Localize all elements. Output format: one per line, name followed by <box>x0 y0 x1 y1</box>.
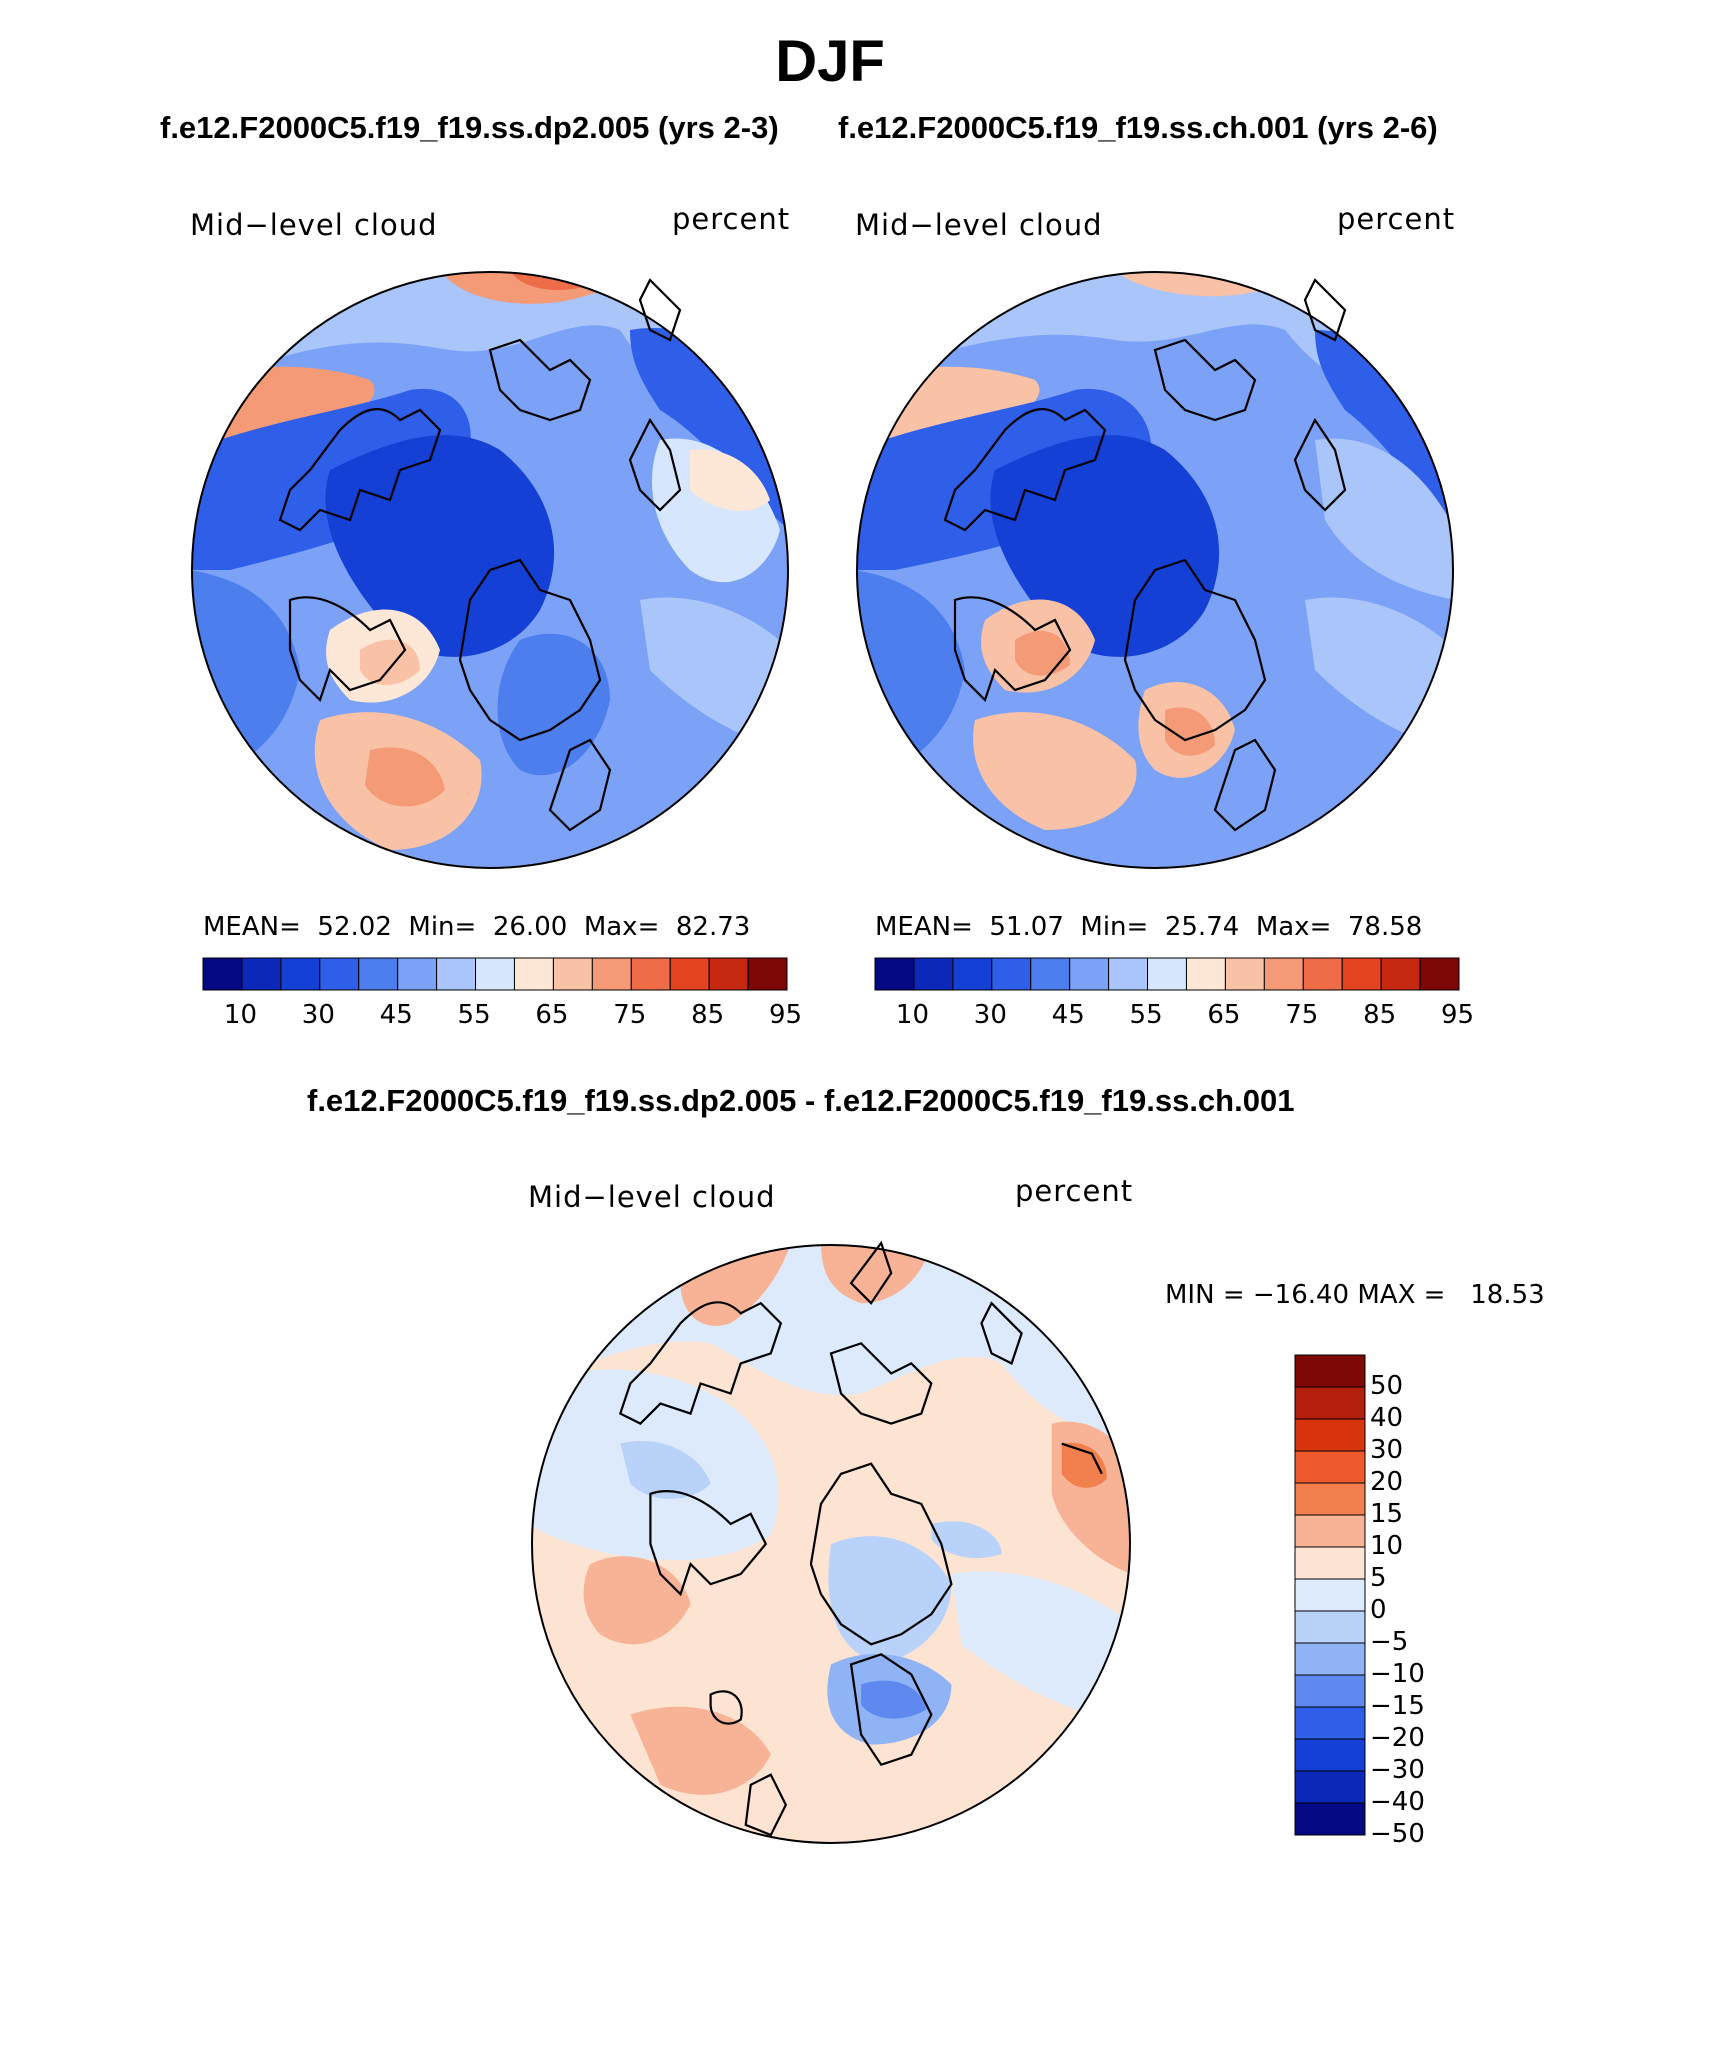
colorbar-swatch <box>552 957 593 991</box>
colorbar-tick-label: −40 <box>1370 1787 1425 1817</box>
map-panel-1 <box>191 271 789 869</box>
panel-2-units: percent <box>1337 202 1456 236</box>
colorbar-tick-label: −10 <box>1370 1659 1425 1689</box>
colorbar-swatch <box>991 957 1032 991</box>
colorbar-swatch <box>1294 1482 1366 1516</box>
colorbar-swatch <box>1185 957 1226 991</box>
panel-1-units: percent <box>672 202 791 236</box>
colorbar-tick-label: 55 <box>457 1000 491 1030</box>
colorbar-swatch <box>1224 957 1265 991</box>
colorbar-tick-label: 30 <box>301 1000 335 1030</box>
colorbar-diff-ticks: 50 40 30 20 15 10 5 0 −5 −10 −15 −20 −30 −40 −50 <box>1370 1355 1450 1849</box>
panel-2-stats: MEAN= 51.07 Min= 25.74 Max= 78.58 <box>875 912 1423 942</box>
colorbar-panel-1 <box>202 957 788 991</box>
colorbar-tick-label: 75 <box>613 1000 647 1030</box>
panel-1-case-label: f.e12.F2000C5.f19_f19.ss.dp2.005 (yrs 2-… <box>160 110 779 145</box>
colorbar-swatch <box>475 957 515 991</box>
colorbar-swatch <box>1294 1770 1366 1804</box>
colorbar-swatch <box>1419 957 1460 991</box>
colorbar-swatch <box>874 957 915 991</box>
colorbar-tick-label: 40 <box>1370 1403 1404 1433</box>
colorbar-swatch <box>952 957 993 991</box>
colorbar-swatch <box>319 957 360 991</box>
colorbar-swatch <box>1147 957 1187 991</box>
colorbar-tick-label: 45 <box>1051 1000 1085 1030</box>
page-title: DJF <box>775 29 885 94</box>
colorbar-tick-label: 0 <box>1370 1595 1387 1625</box>
panel-1-stats: MEAN= 52.02 Min= 26.00 Max= 82.73 <box>203 912 751 942</box>
colorbar-swatch <box>1294 1354 1366 1388</box>
colorbar-swatch <box>1302 957 1343 991</box>
colorbar-swatch <box>1294 1642 1366 1676</box>
colorbar-swatch <box>1069 957 1110 991</box>
colorbar-tick-label: 95 <box>1441 1000 1475 1030</box>
colorbar-swatch <box>1294 1674 1366 1708</box>
colorbar-swatch <box>913 957 954 991</box>
colorbar-tick-label: 95 <box>769 1000 803 1030</box>
colorbar-swatch <box>1294 1418 1366 1452</box>
colorbar-tick-label: 50 <box>1370 1371 1404 1401</box>
map-panel-2 <box>856 271 1454 869</box>
colorbar-swatch <box>1294 1386 1366 1420</box>
colorbar-diff <box>1294 1354 1366 1836</box>
colorbar-swatch <box>1108 957 1149 991</box>
colorbar-tick-label: −30 <box>1370 1755 1425 1785</box>
colorbar-swatch <box>1030 957 1071 991</box>
colorbar-tick-label: −5 <box>1370 1627 1409 1657</box>
colorbar-swatch <box>747 957 788 991</box>
colorbar-swatch <box>1294 1706 1366 1740</box>
panel-1-variable: Mid−level cloud <box>190 208 438 242</box>
colorbar-swatch <box>1294 1610 1366 1644</box>
colorbar-swatch <box>1294 1450 1366 1484</box>
colorbar-tick-label: 65 <box>535 1000 569 1030</box>
colorbar-swatch <box>1263 957 1304 991</box>
colorbar-swatch <box>241 957 282 991</box>
colorbar-swatch <box>1341 957 1382 991</box>
colorbar-tick-label: −50 <box>1370 1819 1425 1849</box>
colorbar-swatch <box>202 957 243 991</box>
colorbar-tick-label: 85 <box>1363 1000 1397 1030</box>
colorbar-tick-label: 10 <box>895 1000 930 1030</box>
colorbar-tick-label: 5 <box>1370 1563 1387 1593</box>
colorbar-tick-label: 10 <box>1370 1531 1404 1561</box>
colorbar-swatch <box>1294 1738 1366 1772</box>
colorbar-tick-label: 55 <box>1129 1000 1163 1030</box>
colorbar-tick-label: 10 <box>223 1000 258 1030</box>
colorbar-tick-label: 45 <box>379 1000 413 1030</box>
colorbar-swatch <box>591 957 632 991</box>
colorbar-tick-label: 15 <box>1370 1499 1404 1529</box>
colorbar-swatch <box>669 957 710 991</box>
colorbar-swatch <box>1294 1546 1366 1580</box>
colorbar-swatch <box>1294 1514 1366 1548</box>
colorbar-tick-label: 75 <box>1285 1000 1319 1030</box>
colorbar-tick-label: −20 <box>1370 1723 1425 1753</box>
panel-2-case-label: f.e12.F2000C5.f19_f19.ss.ch.001 (yrs 2-6… <box>838 110 1438 145</box>
colorbar-tick-label: 20 <box>1370 1467 1404 1497</box>
diff-case-label: f.e12.F2000C5.f19_f19.ss.dp2.005 - f.e12… <box>307 1083 1295 1118</box>
colorbar-swatch <box>280 957 321 991</box>
colorbar-tick-label: 30 <box>1370 1435 1404 1465</box>
colorbar-tick-label: 85 <box>691 1000 725 1030</box>
colorbar-tick-label: 65 <box>1207 1000 1241 1030</box>
colorbar-panel-2-ticks: 10 30 45 55 65 75 85 95 <box>875 1000 1474 1030</box>
diff-units: percent <box>1015 1174 1134 1208</box>
colorbar-swatch <box>1294 1578 1366 1612</box>
diff-min-max: MIN = −16.40 MAX = 18.53 <box>1165 1280 1545 1310</box>
panel-2-variable: Mid−level cloud <box>855 208 1103 242</box>
diff-variable: Mid−level cloud <box>528 1180 776 1214</box>
colorbar-swatch <box>630 957 671 991</box>
map-diff <box>531 1240 1131 1844</box>
colorbar-swatch <box>397 957 438 991</box>
colorbar-tick-label: 30 <box>973 1000 1007 1030</box>
colorbar-swatch <box>436 957 477 991</box>
colorbar-panel-2 <box>874 957 1460 991</box>
colorbar-panel-1-ticks: 10 30 45 55 65 75 85 95 <box>203 1000 802 1030</box>
colorbar-tick-label: −15 <box>1370 1691 1425 1721</box>
colorbar-swatch <box>513 957 554 991</box>
colorbar-swatch <box>1294 1802 1366 1836</box>
colorbar-swatch <box>1380 957 1421 991</box>
colorbar-swatch <box>358 957 399 991</box>
colorbar-swatch <box>708 957 749 991</box>
